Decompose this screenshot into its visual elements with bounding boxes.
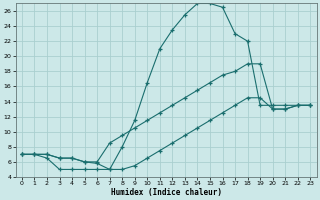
- X-axis label: Humidex (Indice chaleur): Humidex (Indice chaleur): [111, 188, 221, 197]
